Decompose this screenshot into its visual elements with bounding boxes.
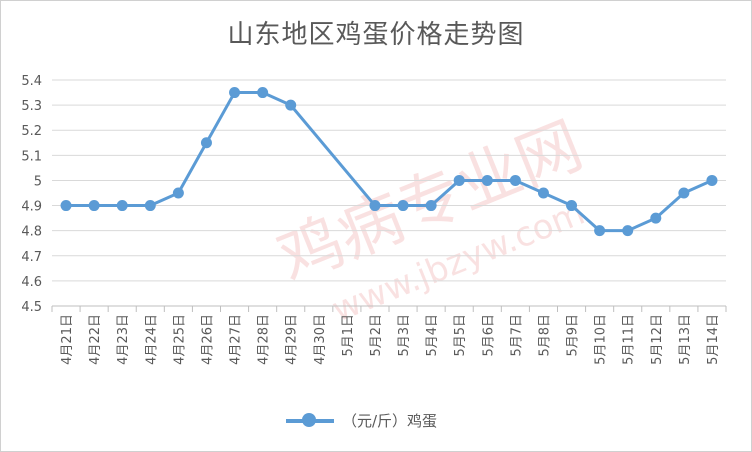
x-tick-label: 4月21日 — [60, 314, 75, 365]
x-tick-label: 5月12日 — [650, 314, 665, 365]
legend-label: （元/斤）鸡蛋 — [342, 412, 438, 430]
data-point — [481, 174, 493, 186]
y-tick-label: 5 — [34, 174, 42, 189]
data-point — [60, 200, 72, 212]
x-tick-label: 5月6日 — [481, 314, 496, 357]
chart-title: 山东地区鸡蛋价格走势图 — [227, 20, 525, 50]
y-tick-label: 4.5 — [21, 300, 42, 315]
y-tick-label: 5.3 — [21, 99, 42, 114]
x-tick-label: 5月9日 — [566, 314, 581, 357]
data-point — [88, 200, 100, 212]
x-tick-label: 4月27日 — [229, 314, 244, 365]
x-tick-label: 5月2日 — [369, 314, 384, 357]
y-tick-label: 4.7 — [21, 250, 42, 265]
x-tick-label: 5月13日 — [678, 314, 693, 365]
legend-marker-swatch — [302, 413, 316, 427]
legend: （元/斤）鸡蛋 — [0, 410, 752, 432]
data-point — [144, 200, 156, 212]
x-tick-label: 5月10日 — [594, 314, 609, 365]
x-tick-label: 5月5日 — [453, 314, 468, 357]
y-tick-label: 4.8 — [21, 225, 42, 240]
x-tick-label: 5月11日 — [622, 314, 637, 365]
x-tick-label: 5月4日 — [425, 314, 440, 357]
x-tick-label: 4月28日 — [257, 314, 272, 365]
data-point — [257, 87, 269, 99]
data-point — [650, 212, 662, 224]
data-point — [594, 225, 606, 237]
data-point — [369, 200, 381, 212]
data-point — [285, 99, 297, 111]
x-tick-label: 5月8日 — [537, 314, 552, 357]
x-tick-label: 4月26日 — [200, 314, 215, 365]
y-tick-label: 5.1 — [21, 149, 42, 164]
x-tick-label: 4月24日 — [144, 314, 159, 365]
series-line — [66, 91, 713, 233]
y-tick-label: 5.2 — [21, 124, 42, 139]
y-tick-label: 4.6 — [21, 275, 42, 290]
data-point — [116, 200, 128, 212]
data-point — [453, 174, 465, 186]
data-point — [229, 87, 241, 99]
x-tick-label: 4月29日 — [285, 314, 300, 365]
y-tick-label: 5.4 — [21, 74, 42, 89]
y-tick-label: 4.9 — [21, 200, 42, 215]
data-point — [678, 187, 690, 199]
data-point — [706, 174, 718, 186]
data-point — [566, 200, 578, 212]
data-point — [200, 137, 212, 149]
x-tick-label: 5月3日 — [397, 314, 412, 357]
data-point — [397, 200, 409, 212]
x-tick-label: 5月14日 — [706, 314, 721, 365]
x-tick-label: 5月7日 — [509, 314, 524, 357]
x-tick-label: 4月23日 — [116, 314, 131, 365]
x-tick-label: 4月30日 — [313, 314, 328, 365]
x-tick-label: 4月25日 — [172, 314, 187, 365]
x-tick-label: 4月22日 — [88, 314, 103, 365]
x-tick-label: 5月1日 — [341, 314, 356, 357]
data-point — [425, 200, 437, 212]
data-point — [509, 174, 521, 186]
data-point — [537, 187, 549, 199]
data-point — [172, 187, 184, 199]
data-point — [622, 225, 634, 237]
